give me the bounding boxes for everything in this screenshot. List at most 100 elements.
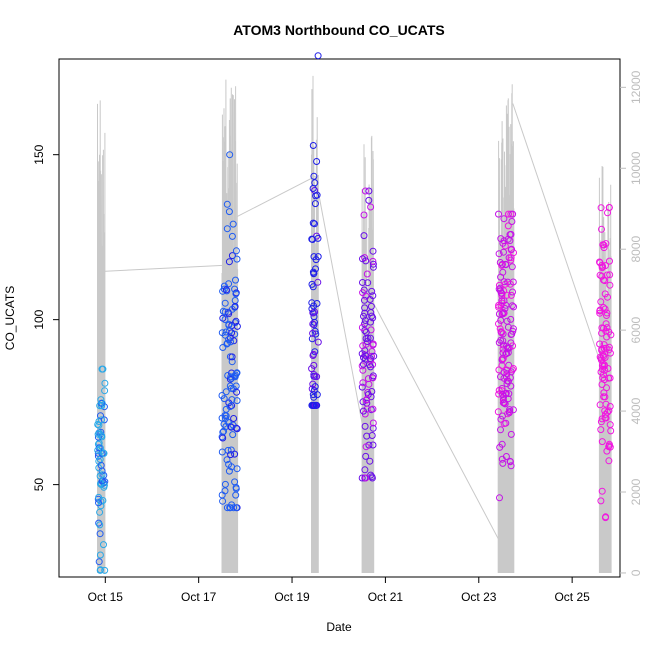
- data-point: [358, 383, 366, 391]
- data-point: [96, 472, 104, 480]
- data-point: [505, 390, 513, 398]
- data-point: [360, 232, 368, 240]
- data-point: [362, 474, 370, 482]
- y2-tick-label: 8000: [629, 236, 643, 263]
- data-point: [606, 402, 614, 410]
- data-point: [508, 330, 516, 338]
- data-point: [232, 290, 240, 298]
- data-point: [606, 257, 613, 265]
- data-point: [218, 414, 226, 422]
- data-point: [308, 365, 316, 373]
- data-point: [601, 305, 609, 313]
- data-point: [600, 393, 608, 401]
- data-point: [367, 203, 375, 211]
- data-point: [596, 258, 603, 266]
- data-point: [232, 485, 240, 493]
- data-point: [500, 420, 508, 428]
- data-point: [507, 315, 515, 323]
- data-point: [495, 281, 503, 289]
- data-point: [94, 421, 102, 428]
- data-point: [498, 297, 506, 305]
- data-point: [370, 352, 378, 360]
- data-point: [501, 305, 509, 312]
- data-point: [598, 487, 606, 495]
- data-point: [600, 353, 607, 360]
- data-point: [358, 362, 366, 370]
- data-point: [363, 405, 371, 413]
- altitude-connector-4: [372, 301, 500, 541]
- data-point: [226, 403, 234, 411]
- data-point: [601, 277, 609, 285]
- data-point: [308, 235, 316, 243]
- data-point: [100, 416, 108, 424]
- data-point: [229, 431, 237, 439]
- data-point: [366, 457, 374, 465]
- data-point: [508, 245, 515, 253]
- data-point: [219, 307, 227, 315]
- y2-tick-label: 0: [629, 569, 643, 576]
- data-point: [362, 443, 370, 451]
- data-point: [369, 424, 377, 432]
- data-point: [500, 215, 508, 223]
- data-point: [231, 330, 239, 338]
- data-point: [497, 316, 505, 324]
- data-point: [312, 192, 320, 200]
- data-point: [497, 415, 505, 423]
- data-point: [605, 204, 613, 211]
- data-point: [600, 389, 608, 397]
- data-point: [605, 457, 613, 465]
- data-point: [505, 254, 513, 262]
- data-point: [504, 222, 512, 230]
- data-point: [510, 303, 518, 311]
- data-point: [603, 324, 611, 332]
- data-point: [310, 270, 318, 278]
- data-point: [98, 416, 105, 424]
- data-point: [368, 287, 376, 295]
- data-point: [498, 299, 506, 307]
- data-point: [95, 421, 103, 429]
- data-point: [100, 483, 108, 491]
- data-point: [221, 316, 229, 323]
- altitude-connector-3: [314, 176, 363, 424]
- data-point: [504, 323, 512, 331]
- data-point: [604, 293, 611, 301]
- data-point: [597, 356, 605, 364]
- data-point: [508, 263, 516, 271]
- data-point: [221, 299, 229, 307]
- data-point: [310, 172, 318, 180]
- data-point: [507, 368, 515, 376]
- data-point: [369, 340, 377, 348]
- data-point: [506, 231, 514, 239]
- data-point: [602, 513, 610, 521]
- data-point: [221, 487, 229, 495]
- data-point: [602, 240, 610, 248]
- data-point: [602, 320, 610, 328]
- data-point: [598, 438, 606, 446]
- data-point: [365, 196, 373, 204]
- data-point: [233, 388, 241, 396]
- data-point: [597, 418, 605, 426]
- chart-title: ATOM3 Northbound CO_UCATS: [233, 22, 445, 38]
- data-point: [501, 400, 509, 408]
- data-point: [309, 283, 317, 291]
- data-point: [314, 253, 322, 261]
- data-point: [507, 291, 515, 299]
- data-point: [361, 304, 369, 312]
- data-point: [96, 508, 104, 516]
- data-point: [497, 273, 505, 281]
- data-point: [223, 456, 231, 464]
- data-point: [231, 285, 239, 293]
- data-point: [598, 264, 606, 272]
- data-point: [96, 566, 104, 574]
- altitude-profile-4: [361, 135, 375, 574]
- data-point: [367, 318, 374, 326]
- data-point: [494, 408, 502, 416]
- data-point: [369, 441, 377, 449]
- data-point: [95, 429, 103, 437]
- data-point: [607, 427, 615, 435]
- data-point: [499, 412, 506, 420]
- data-point: [509, 406, 517, 414]
- data-point: [101, 379, 109, 387]
- data-point: [606, 271, 614, 279]
- data-point: [505, 377, 512, 385]
